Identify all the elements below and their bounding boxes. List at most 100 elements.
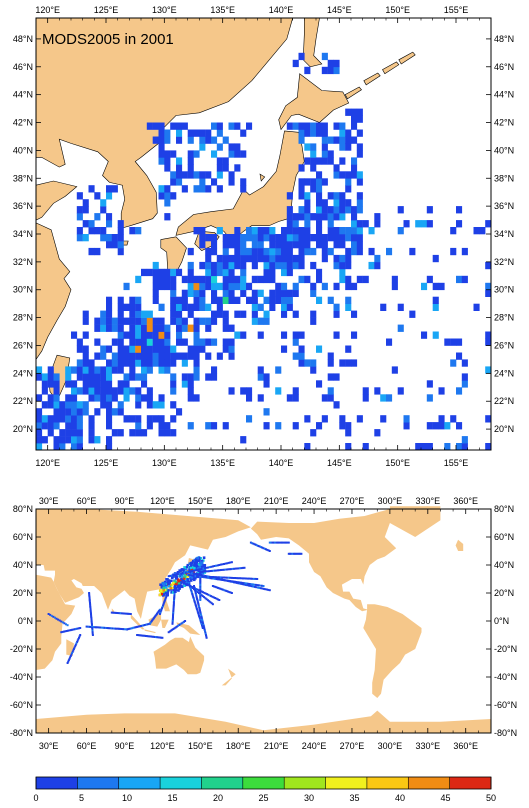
observation-cell [187,129,194,137]
observation-cell [129,324,136,332]
observation-cell [386,394,393,402]
observation-cell [123,331,130,339]
observation-cell [333,373,340,381]
observation-cell [426,443,433,451]
observation-cell [95,626,97,629]
observation-cell [88,227,95,235]
observation-cell [183,571,186,574]
lon-tick-label: 120°E [35,5,60,15]
observation-cell [345,171,352,179]
observation-cell [65,373,72,381]
observation-cell [188,584,191,587]
observation-cell [181,352,188,360]
observation-cell [202,566,205,569]
observation-cell [196,609,199,612]
observation-cell [152,635,155,638]
observation-cell [187,164,194,172]
observation-cell [170,122,177,130]
observation-cell [90,613,92,615]
observation-cell [461,247,468,256]
observation-cell [240,567,243,570]
lon-tick-label: 300°E [378,496,403,506]
observation-cell [176,578,180,581]
observation-cell [76,192,83,200]
observation-cell [143,624,146,626]
observation-cell [152,352,159,360]
observation-cell [321,282,328,291]
observation-cell [356,192,363,200]
observation-cell [205,598,208,601]
observation-cell [115,627,118,630]
observation-cell [345,206,352,214]
observation-cell [36,394,43,402]
observation-cell [461,275,468,284]
observation-cell [193,227,200,235]
observation-cell [183,584,186,587]
observation-cell [161,607,164,609]
observation-cell [94,352,101,360]
observation-cell [89,603,92,606]
observation-cell [135,429,142,437]
observation-cell [257,303,264,311]
observation-cell [456,387,463,395]
observation-cell [206,593,209,596]
observation-cell [254,583,257,586]
observation-cell [170,380,177,388]
observation-cell [111,429,118,437]
observation-cell [195,561,199,564]
observation-cell [196,591,199,594]
observation-cell [333,234,340,242]
observation-cell [163,580,167,584]
observation-cell [333,122,340,130]
lat-tick-label: 20°N [13,424,33,434]
colorbar-segment [77,777,120,789]
observation-cell [201,624,203,627]
observation-cell [141,624,144,627]
observation-cell [99,626,101,629]
observation-cell [171,618,174,621]
observation-cell [36,422,43,430]
observation-cell [292,552,295,555]
observation-cell [210,577,213,580]
observation-cell [275,541,278,544]
observation-cell [41,373,48,381]
observation-cell [258,545,261,548]
observation-cell [129,310,136,318]
observation-cell [89,601,91,604]
bottom-map-panel: 30°E30°E60°E60°E90°E90°E120°E120°E150°E1… [10,496,517,751]
observation-cell [292,387,299,395]
observation-cell [264,588,267,591]
observation-cell [172,606,175,609]
observation-cell [179,581,183,585]
observation-cell [65,408,72,416]
observation-cell [65,380,72,388]
observation-cell [152,331,159,339]
observation-cell [111,408,118,416]
observation-cell [461,443,468,451]
observation-cell [240,275,247,284]
observation-cell [211,585,214,587]
observation-cell [181,373,188,381]
observation-cell [69,656,72,659]
observation-cell [76,429,83,437]
observation-cell [229,561,232,564]
observation-cell [143,634,146,637]
observation-cell [117,247,124,256]
observation-cell [172,612,175,614]
observation-cell [178,624,181,626]
observation-cell [151,635,154,638]
observation-cell [198,605,200,608]
observation-cell [321,143,328,151]
observation-cell [193,345,200,353]
observation-cell [171,620,174,623]
observation-cell [193,562,197,566]
observation-cell [333,213,340,221]
observation-cell [205,352,212,360]
observation-cell [228,345,235,353]
observation-cell [304,192,311,200]
observation-cell [218,599,221,601]
observation-cell [135,338,142,346]
observation-cell [243,583,246,586]
observation-cell [60,620,63,623]
observation-cell [192,572,195,575]
